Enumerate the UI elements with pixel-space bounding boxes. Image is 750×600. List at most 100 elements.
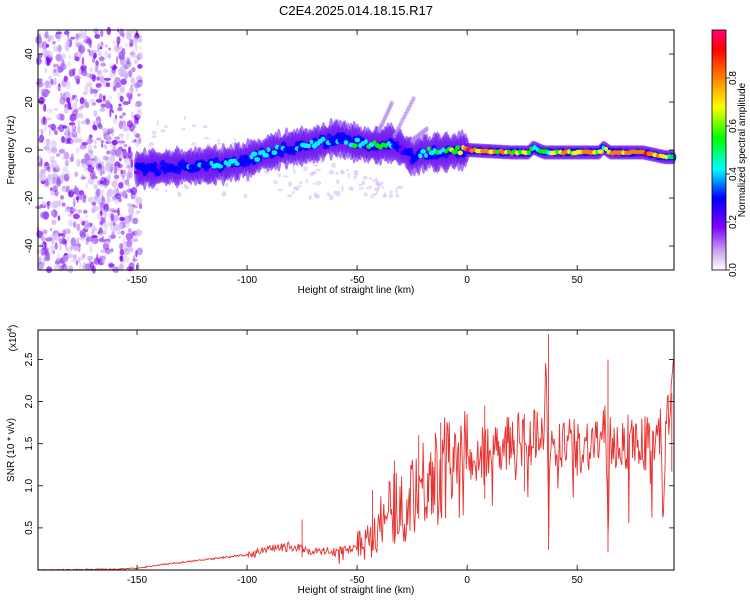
noise-blob xyxy=(65,130,69,139)
noise-blob xyxy=(67,106,73,111)
noise-blob xyxy=(46,143,49,151)
noise-blob xyxy=(42,200,46,206)
noise-blob xyxy=(103,182,108,189)
noise-blob xyxy=(45,43,50,48)
noise-blob xyxy=(128,87,135,94)
noise-blob xyxy=(125,92,131,98)
noise-blob xyxy=(50,78,54,85)
noise-blob xyxy=(112,208,118,214)
ridge-peak xyxy=(418,153,423,159)
noise-blob xyxy=(82,262,87,271)
ridge-peak xyxy=(237,158,243,164)
spectrogram-streaks xyxy=(377,96,429,143)
noise-blob xyxy=(98,227,103,234)
noise-blob xyxy=(106,150,111,155)
noise-blob xyxy=(99,107,106,112)
noise-blob xyxy=(125,56,132,60)
noise-blob xyxy=(95,158,101,164)
noise-blob xyxy=(77,243,81,248)
noise-blob xyxy=(54,107,58,112)
faint-blob xyxy=(296,187,300,191)
noise-blob xyxy=(47,50,53,58)
faint-blob xyxy=(396,185,400,190)
ridge-peak xyxy=(455,145,460,151)
noise-blob xyxy=(98,203,102,211)
noise-blob xyxy=(127,246,134,251)
noise-blob xyxy=(118,55,126,60)
noise-blob xyxy=(123,58,127,68)
noise-blob xyxy=(72,134,79,139)
noise-blob xyxy=(51,177,57,184)
faint-blob xyxy=(326,192,331,196)
noise-blob xyxy=(66,227,71,235)
faint-blob xyxy=(353,176,357,180)
noise-blob xyxy=(117,207,120,216)
noise-blob xyxy=(72,254,77,260)
ridge-peak xyxy=(331,135,338,141)
ridge-peak xyxy=(306,143,311,149)
noise-blob xyxy=(100,103,106,108)
noise-blob xyxy=(76,223,81,232)
ridge-peak xyxy=(372,140,377,146)
noise-blob xyxy=(121,124,128,130)
noise-blob xyxy=(119,216,125,222)
noise-blob xyxy=(72,221,77,229)
noise-blob xyxy=(57,44,62,53)
noise-blob xyxy=(70,237,77,247)
noise-blob xyxy=(100,254,107,260)
faint-blob xyxy=(347,172,350,179)
noise-blob xyxy=(63,75,68,83)
faint-blob xyxy=(202,125,208,128)
noise-blob xyxy=(42,259,46,266)
faint-blob xyxy=(335,190,341,197)
noise-blob xyxy=(126,29,132,38)
noise-blob xyxy=(118,163,123,169)
x-tick-label: -100 xyxy=(237,275,257,286)
spectrogram-y-label: Frequency (Hz) xyxy=(6,116,17,185)
noise-blob xyxy=(110,154,115,162)
noise-blob xyxy=(79,229,86,238)
noise-blob xyxy=(84,72,92,78)
noise-blob xyxy=(87,81,93,88)
noise-blob xyxy=(66,235,70,243)
noise-blob xyxy=(116,55,119,65)
noise-blob xyxy=(104,247,111,255)
faint-blob xyxy=(315,181,322,186)
noise-blob xyxy=(75,56,80,62)
noise-blob xyxy=(89,67,93,73)
noise-blob xyxy=(119,243,124,250)
noise-blob xyxy=(63,228,71,234)
noise-blob xyxy=(92,124,97,131)
noise-blob xyxy=(44,166,47,173)
faint-blob xyxy=(370,195,374,199)
noise-blob xyxy=(79,52,82,60)
noise-blob xyxy=(77,257,81,264)
faint-blob xyxy=(339,169,344,174)
noise-blob xyxy=(81,103,88,109)
noise-blob xyxy=(64,240,68,248)
noise-blob xyxy=(92,173,95,180)
noise-blob xyxy=(104,100,111,109)
noise-blob xyxy=(102,258,105,264)
noise-blob xyxy=(112,40,117,45)
noise-blob xyxy=(100,140,105,144)
noise-blob xyxy=(100,216,104,225)
x-tick-label: -50 xyxy=(350,275,365,286)
noise-blob xyxy=(63,255,69,263)
faint-blob xyxy=(154,188,160,191)
noise-blob xyxy=(74,75,81,81)
noise-blob xyxy=(98,86,101,92)
noise-blob xyxy=(38,41,44,49)
noise-blob xyxy=(88,134,93,139)
y-tick-label: 0 xyxy=(24,147,35,153)
snr-x-label: Height of straight line (km) xyxy=(298,585,415,596)
faint-blob xyxy=(151,135,157,139)
noise-blob xyxy=(56,153,61,157)
noise-blob xyxy=(53,209,56,218)
noise-blob xyxy=(76,237,80,247)
colorbar-tick-label: 0.4 xyxy=(728,167,739,181)
noise-blob xyxy=(133,82,141,89)
noise-blob xyxy=(119,221,124,230)
x-tick-label: -150 xyxy=(127,275,147,286)
